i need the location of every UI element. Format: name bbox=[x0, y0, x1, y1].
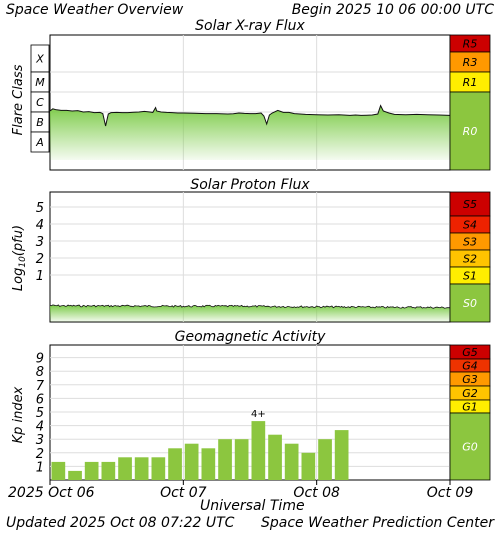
proton-scale-s1-label: S1 bbox=[463, 270, 477, 283]
x-tick-label-2: Oct 08 bbox=[293, 485, 340, 501]
kp-bar-13 bbox=[268, 434, 282, 480]
kp-scale-g2-label: G2 bbox=[462, 387, 478, 400]
xray-scale-r1-label: R1 bbox=[463, 76, 478, 89]
kp-scale-g0-label: G0 bbox=[462, 441, 478, 454]
kp-scale-g5-label: G5 bbox=[462, 346, 478, 359]
kp-bar-4 bbox=[118, 457, 132, 480]
kp-bar-0 bbox=[51, 461, 66, 480]
proton-title: Solar Proton Flux bbox=[190, 177, 310, 193]
kp-ytick-8: 8 bbox=[36, 365, 44, 380]
proton-ytick-4: 4 bbox=[36, 218, 44, 233]
kp-bar-1 bbox=[68, 470, 82, 480]
kp-bar-8 bbox=[184, 443, 199, 480]
proton-ylabel-main: Log bbox=[11, 268, 26, 291]
kp-ytick-9: 9 bbox=[36, 352, 44, 367]
proton-ytick-1: 1 bbox=[36, 269, 44, 284]
kp-bar-12 bbox=[251, 421, 266, 480]
class-label-b: B bbox=[36, 116, 44, 129]
kp-bar-2 bbox=[84, 461, 99, 480]
x-tick-label-3: Oct 09 bbox=[427, 485, 474, 501]
proton-scale-s2-label: S2 bbox=[463, 253, 477, 266]
proton-plot-area bbox=[49, 191, 451, 323]
kp-scale-g1-label: G1 bbox=[462, 401, 478, 414]
kp-title: Geomagnetic Activity bbox=[175, 329, 326, 345]
kp-ytick-7: 7 bbox=[36, 379, 45, 394]
xray-scale-r0 bbox=[449, 91, 491, 171]
source-credit: Space Weather Prediction Center bbox=[260, 515, 494, 531]
class-label-x: X bbox=[35, 53, 44, 66]
kp-ytick-3: 3 bbox=[36, 433, 44, 448]
proton-ylabel-rest: (pfu) bbox=[11, 225, 26, 256]
xray-scale-r3-label: R3 bbox=[463, 56, 478, 69]
proton-ylabel-sub: 10 bbox=[18, 256, 28, 268]
kp-scale-g3-label: G3 bbox=[462, 373, 478, 386]
kp-ytick-5: 5 bbox=[36, 406, 44, 421]
kp-ytick-1: 1 bbox=[36, 460, 44, 475]
proton-scale-s4-label: S4 bbox=[463, 219, 477, 232]
kp-bar-17 bbox=[334, 430, 349, 480]
proton-ytick-2: 2 bbox=[36, 252, 44, 267]
kp-ylabel: Kp index bbox=[11, 386, 26, 443]
proton-scale-s3-label: S3 bbox=[463, 236, 477, 249]
proton-ylabel: Log10(pfu) bbox=[11, 225, 28, 291]
xray-scale-r5-label: R5 bbox=[463, 38, 478, 51]
xray-area bbox=[50, 105, 457, 160]
class-label-m: M bbox=[35, 76, 45, 89]
kp-ytick-6: 6 bbox=[36, 392, 44, 407]
kp-ytick-4: 4 bbox=[36, 420, 44, 435]
proton-ytick-3: 3 bbox=[36, 235, 44, 250]
kp-bar-3 bbox=[101, 461, 116, 480]
class-box-a bbox=[30, 131, 50, 153]
x-tick-label-0: 2025 Oct 06 bbox=[8, 485, 95, 501]
proton-area bbox=[50, 304, 456, 322]
kp-bar-7 bbox=[168, 448, 182, 480]
xray-scale-r0-label: R0 bbox=[463, 125, 478, 138]
page-title: Space Weather Overview bbox=[6, 2, 184, 18]
xray-title: Solar X-ray Flux bbox=[195, 18, 305, 34]
proton-line bbox=[49, 304, 456, 309]
kp-bar-11 bbox=[234, 439, 249, 480]
x-axis-label: Universal Time bbox=[200, 498, 305, 514]
kp-bar-16 bbox=[318, 439, 332, 480]
class-label-a: A bbox=[35, 136, 44, 149]
updated-time: Updated 2025 Oct 08 07:22 UTC bbox=[6, 515, 235, 531]
begin-time: Begin 2025 10 06 00:00 UTC bbox=[291, 2, 494, 18]
kp-ytick-2: 2 bbox=[36, 447, 44, 462]
kp-bar-15 bbox=[301, 452, 316, 480]
kp-bar-6 bbox=[151, 457, 166, 480]
kp-scale-g0 bbox=[449, 412, 491, 481]
x-tick-label-1: Oct 07 bbox=[160, 485, 207, 501]
proton-scale-s0-label: S0 bbox=[463, 297, 477, 310]
kp-bar-5 bbox=[134, 457, 149, 480]
kp-bar-9 bbox=[201, 448, 216, 480]
kp-bar-10 bbox=[218, 439, 232, 480]
proton-scale-s5-label: S5 bbox=[463, 198, 477, 211]
proton-ytick-5: 5 bbox=[36, 201, 44, 216]
kp-annotation-12: 4+ bbox=[251, 409, 266, 420]
kp-bar-14 bbox=[284, 443, 299, 480]
xray-ylabel: Flare Class bbox=[11, 64, 26, 135]
proton-scale-s0 bbox=[449, 283, 491, 323]
xray-line bbox=[49, 104, 457, 127]
kp-scale-g4-label: G4 bbox=[462, 360, 478, 373]
class-label-c: C bbox=[36, 96, 44, 109]
